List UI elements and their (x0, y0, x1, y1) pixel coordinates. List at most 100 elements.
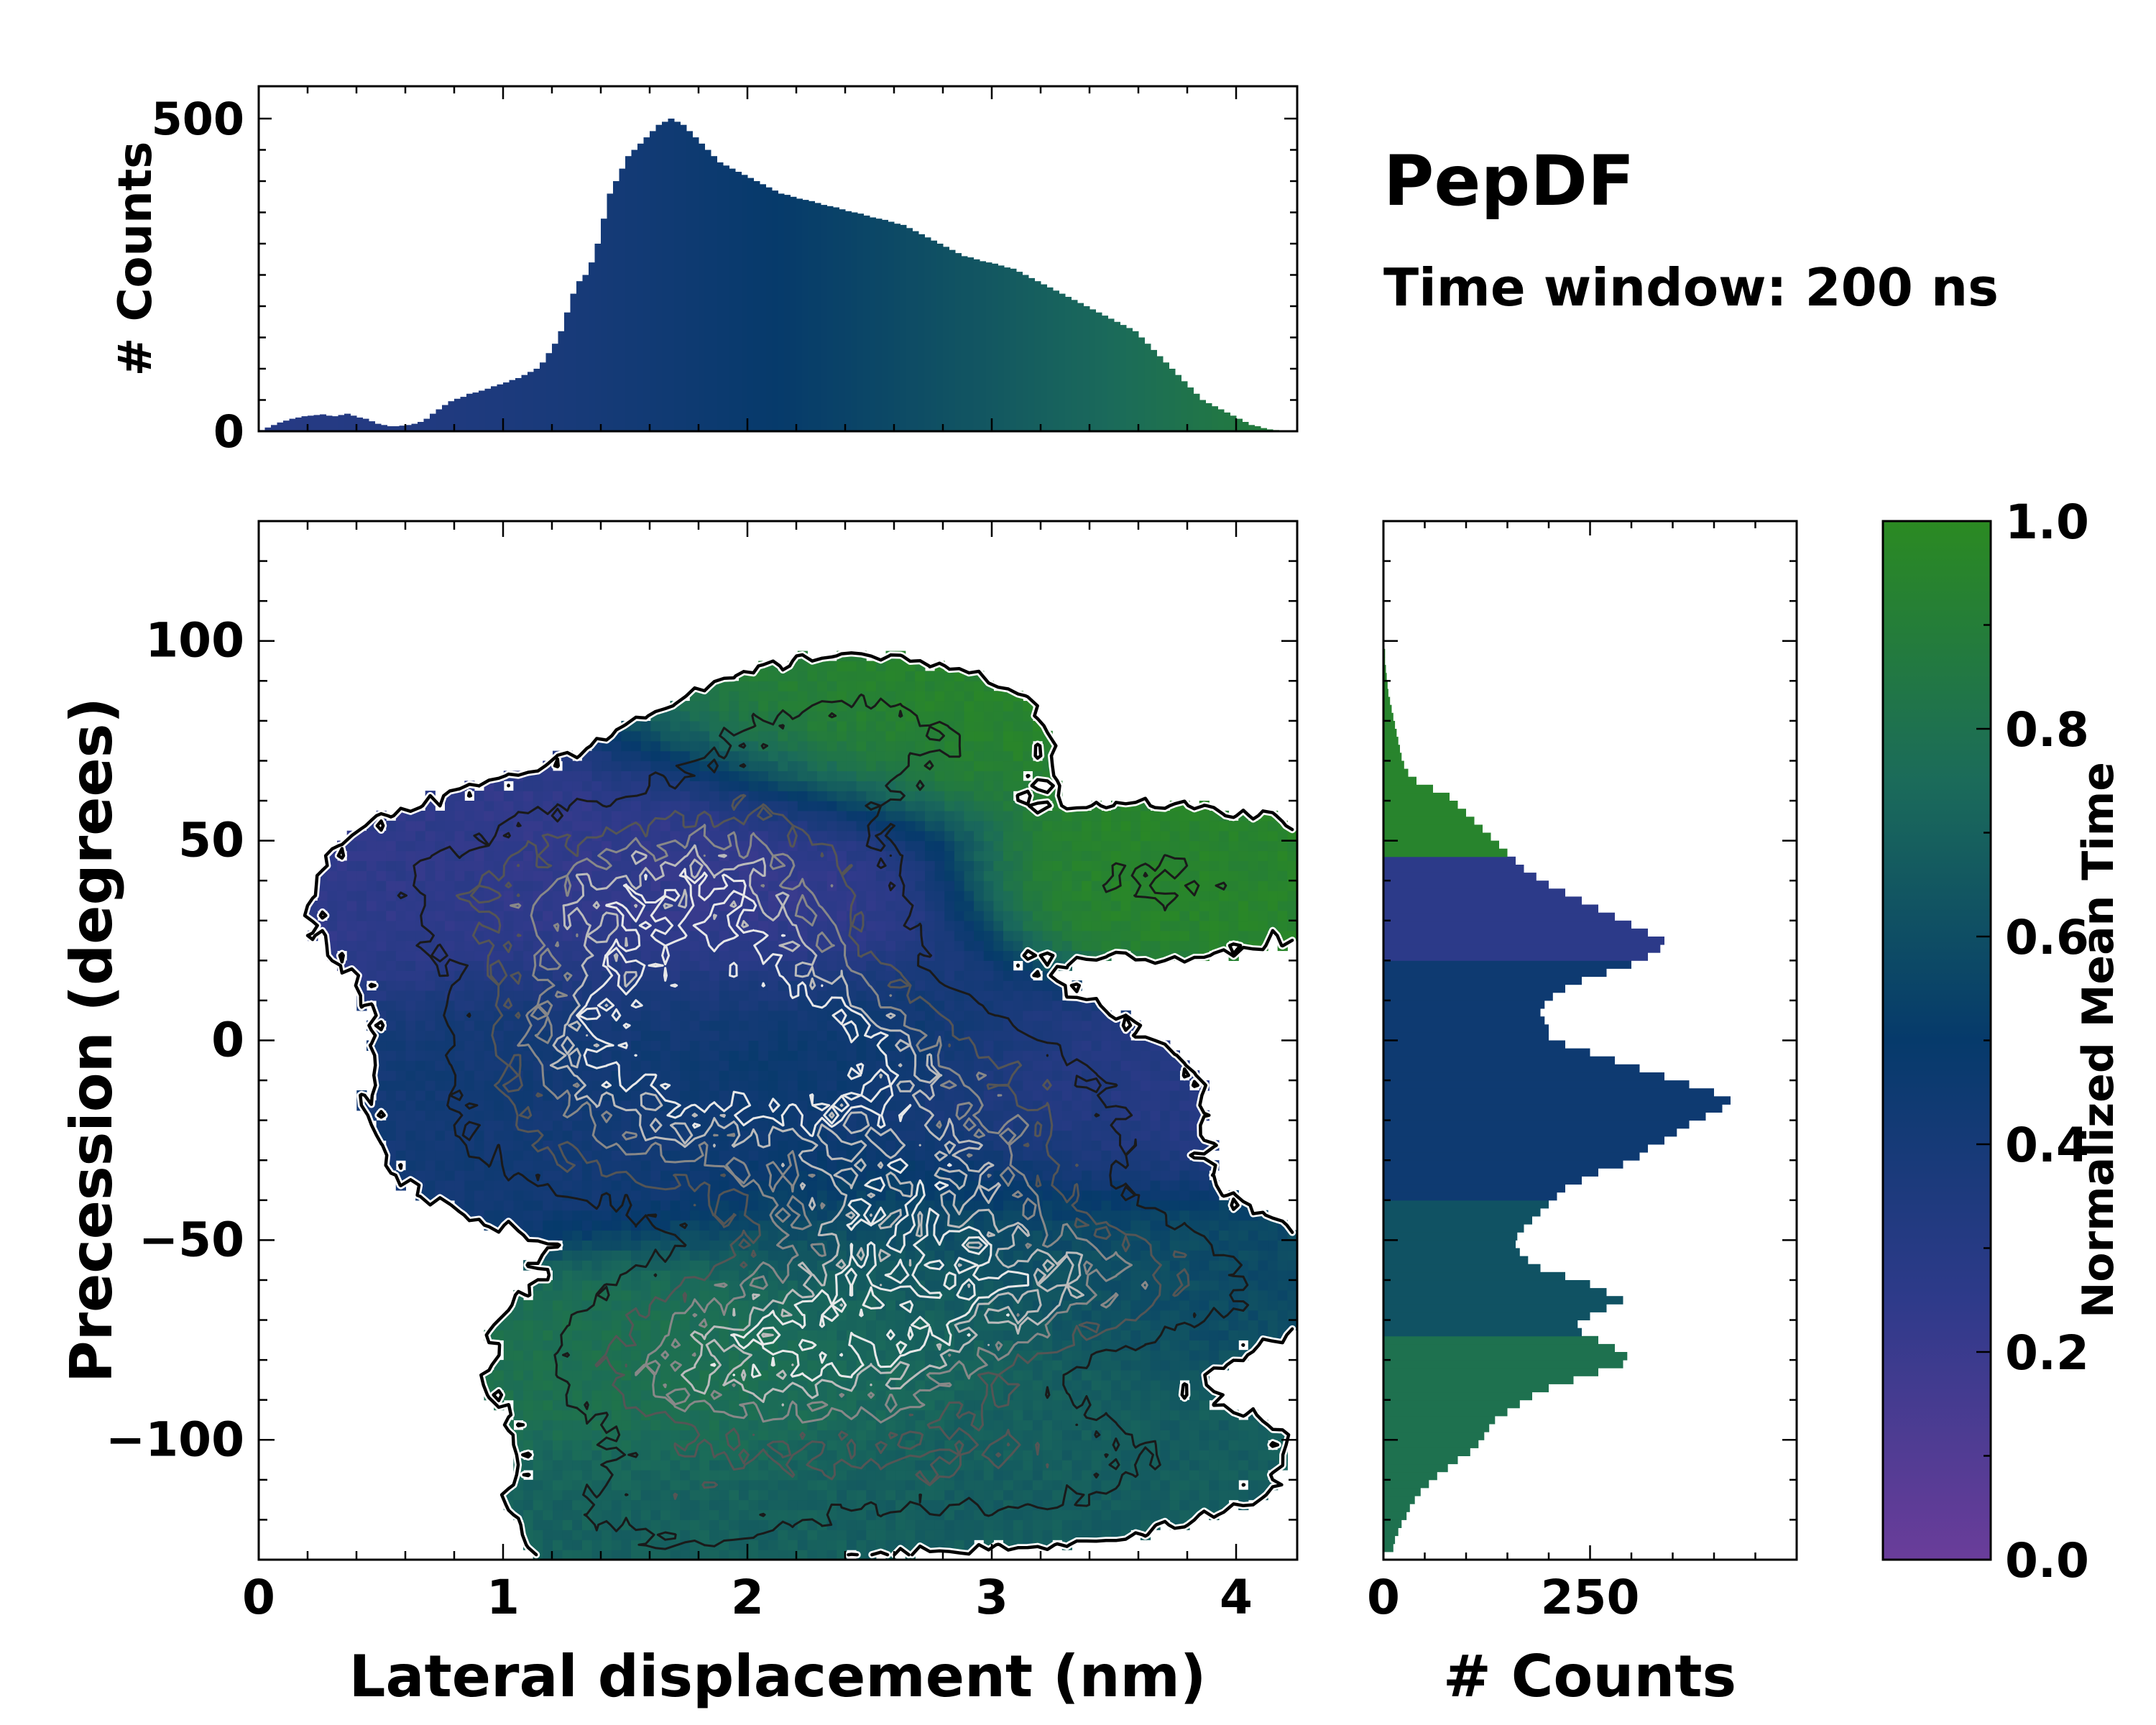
heatmap-cell (983, 1530, 994, 1540)
heatmap-cell (1072, 1379, 1082, 1391)
heatmap-cell (1032, 1470, 1044, 1481)
heatmap-cell (523, 1200, 534, 1211)
heatmap-cell (758, 1460, 769, 1471)
heatmap-cell (494, 940, 505, 952)
heatmap-cell (435, 1140, 446, 1151)
heatmap-cell (631, 1430, 642, 1440)
heatmap-cell (1140, 1370, 1151, 1381)
heatmap-cell (895, 1519, 906, 1530)
heatmap-cell (1082, 1030, 1092, 1041)
heatmap-cell (817, 1040, 828, 1051)
heatmap-cell (553, 1409, 563, 1421)
heatmap-cell (367, 950, 377, 961)
heatmap-cell (729, 1450, 740, 1460)
heatmap-cell (602, 1100, 612, 1111)
heatmap-cell (680, 1060, 691, 1071)
heatmap-cell (543, 1220, 553, 1231)
heatmap-cell (464, 1200, 475, 1211)
heatmap-cell (954, 1040, 965, 1051)
top-histogram-bar (1242, 422, 1249, 431)
heatmap-cell (925, 1440, 936, 1450)
heatmap-cell (1052, 990, 1063, 1001)
heatmap-cell (739, 1370, 750, 1381)
heatmap-cell (680, 1190, 691, 1201)
heatmap-cell (553, 1489, 563, 1501)
heatmap-cell (494, 1120, 505, 1131)
heatmap-cell (1120, 1509, 1131, 1520)
heatmap-cell (1160, 1460, 1171, 1471)
heatmap-cell (1042, 1020, 1053, 1031)
heatmap-cell (543, 1370, 553, 1381)
heatmap-cell (494, 1020, 505, 1031)
heatmap-cell (1013, 1460, 1023, 1471)
heatmap-cell (640, 990, 651, 1001)
heatmap-cell (415, 1000, 426, 1011)
heatmap-cell (739, 1150, 750, 1161)
top-histogram-bar (1199, 400, 1206, 431)
heatmap-cell (1013, 1450, 1023, 1460)
heatmap-cell (405, 980, 416, 991)
heatmap-cell (875, 1530, 886, 1540)
heatmap-cell (395, 1010, 406, 1021)
heatmap-cell (611, 990, 622, 1001)
heatmap-cell (1023, 1320, 1033, 1330)
heatmap-cell (689, 1479, 700, 1491)
heatmap-cell (1101, 1060, 1112, 1071)
heatmap-cell (719, 1530, 729, 1540)
heatmap-cell (1199, 1250, 1210, 1261)
heatmap-cell (572, 1470, 583, 1481)
heatmap-cell (543, 1409, 553, 1421)
heatmap-cell (885, 950, 896, 961)
heatmap-cell (1160, 1300, 1171, 1311)
heatmap-cell (640, 1479, 651, 1491)
heatmap-cell (543, 1360, 553, 1371)
heatmap-cell (954, 1090, 965, 1101)
heatmap-cell (435, 1040, 446, 1051)
heatmap-cell (689, 1509, 700, 1520)
heatmap-cell (699, 970, 710, 981)
heatmap-cell (1120, 1080, 1131, 1091)
heatmap-cell (719, 1350, 729, 1361)
heatmap-cell (905, 1130, 916, 1141)
heatmap-cell (1189, 1470, 1200, 1481)
heatmap-cell (915, 1300, 926, 1311)
heatmap-cell (709, 1530, 720, 1540)
heatmap-cell (1052, 1220, 1063, 1231)
heatmap-cell (680, 1030, 691, 1041)
heatmap-cell (768, 1370, 779, 1381)
heatmap-cell (974, 980, 985, 991)
heatmap-cell (739, 1040, 750, 1051)
heatmap-cell (1209, 1409, 1220, 1421)
heatmap-cell (925, 1190, 936, 1201)
heatmap-cell (513, 1360, 524, 1371)
heatmap-cell (788, 1030, 798, 1041)
heatmap-cell (1179, 1370, 1190, 1381)
heatmap-cell (817, 1450, 828, 1460)
heatmap-cell (523, 1440, 534, 1450)
heatmap-cell (797, 1550, 808, 1560)
top-histogram-bar (1010, 268, 1017, 431)
heatmap-cell (758, 990, 769, 1001)
heatmap-cell (1268, 1230, 1279, 1241)
heatmap-cell (748, 1190, 759, 1201)
heatmap-cell (729, 1350, 740, 1361)
heatmap-cell (758, 1120, 769, 1131)
heatmap-cell (905, 1289, 916, 1301)
heatmap-cell (395, 980, 406, 991)
heatmap-cell (719, 1040, 729, 1051)
heatmap-cell (719, 1470, 729, 1481)
heatmap-cell (386, 980, 397, 991)
heatmap-cell (709, 1080, 720, 1091)
heatmap-cell (670, 1350, 681, 1361)
heatmap-cell (405, 1080, 416, 1091)
heatmap-cell (934, 990, 945, 1001)
heatmap-cell (1160, 1100, 1171, 1111)
heatmap-cell (562, 1240, 573, 1251)
heatmap-cell (484, 1080, 494, 1091)
heatmap-cell (778, 1000, 788, 1011)
heatmap-cell (788, 1509, 798, 1520)
heatmap-cell (523, 1399, 534, 1411)
heatmap-cell (572, 1550, 583, 1560)
heatmap-cell (415, 1010, 426, 1021)
heatmap-cell (983, 1370, 994, 1381)
